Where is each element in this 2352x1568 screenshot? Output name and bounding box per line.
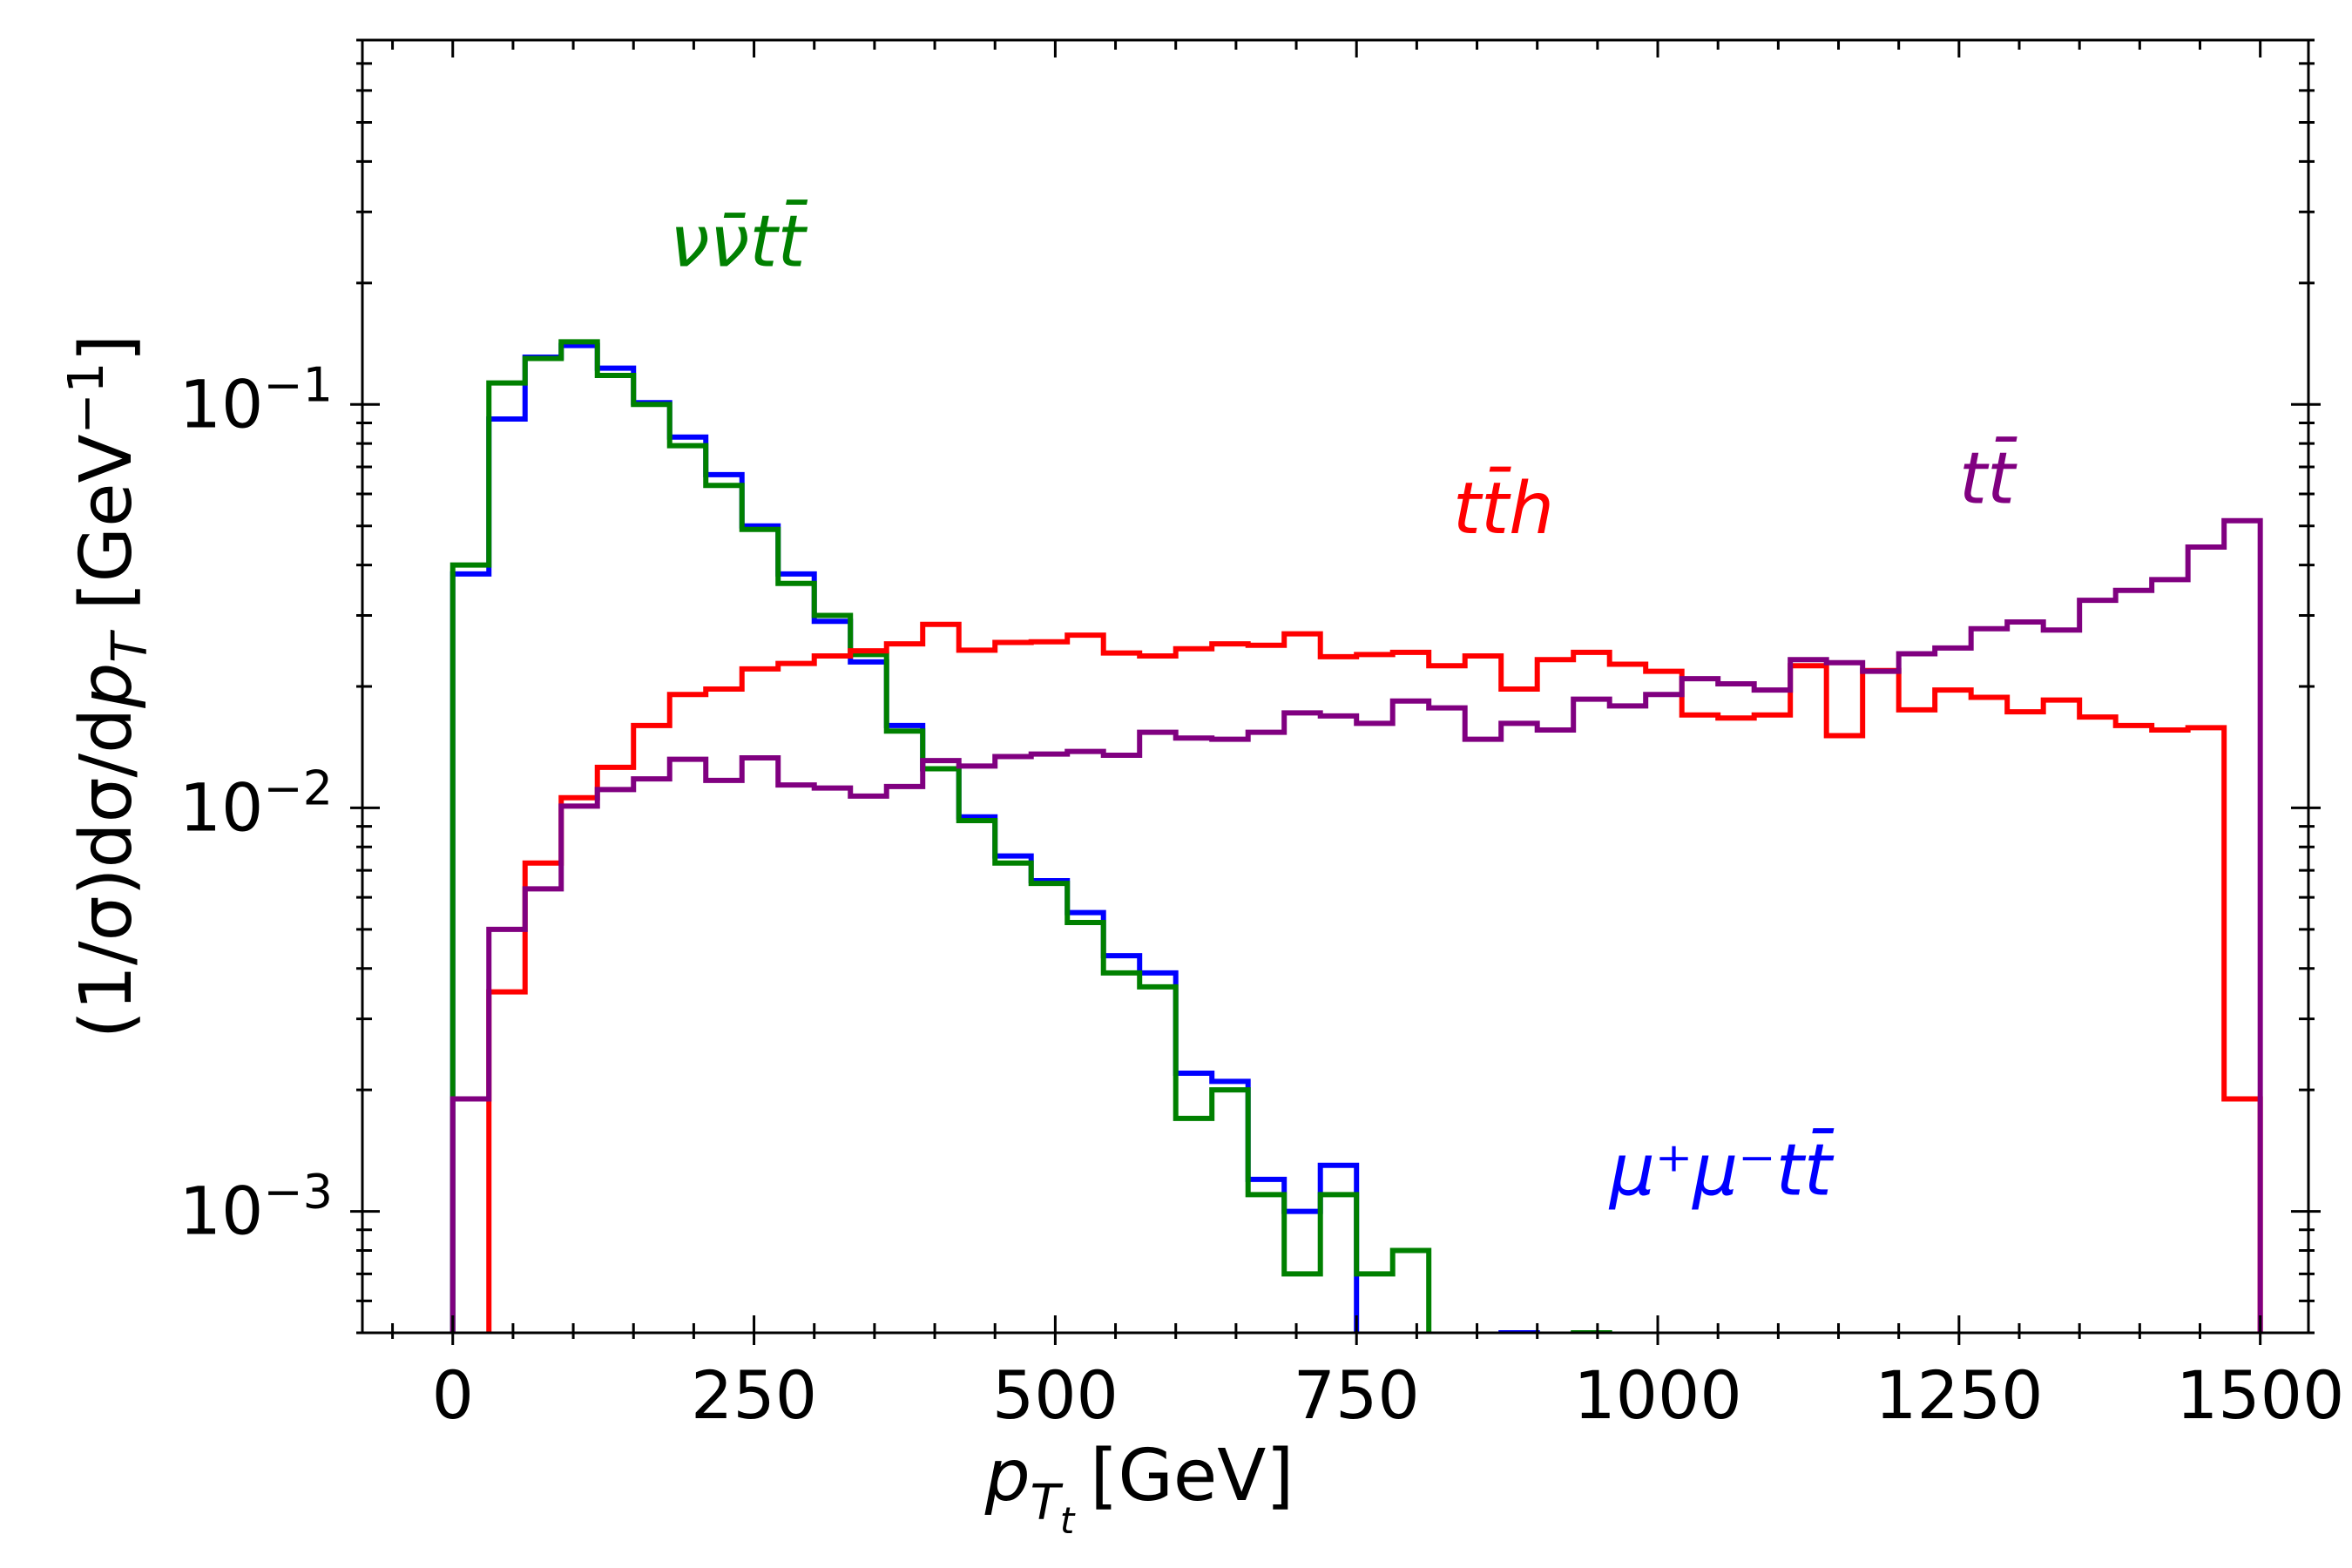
- annotation-layer: νν̄tt̄ tt̄h tt̄ μ⁺μ⁻tt̄: [670, 200, 2018, 1213]
- x-tick-label: 0: [432, 1356, 474, 1434]
- x-tick-label: 1250: [1875, 1356, 2043, 1434]
- x-tick-label: 500: [992, 1356, 1119, 1434]
- x-tick-label: 250: [691, 1356, 817, 1434]
- y-tick-label: 10−1: [179, 357, 333, 443]
- label-layer: 0 250 500 750 1000 1250 1500 10−3 10−2 10−1: [179, 357, 2345, 1434]
- series-line-3: [449, 517, 2263, 1333]
- series-line-2: [486, 621, 2263, 1333]
- plot-frame: [361, 38, 2310, 1335]
- x-tick-label: 1000: [1573, 1356, 1741, 1434]
- series-annotation-3: μ⁺μ⁻tt̄: [1608, 1128, 1835, 1212]
- y-tick-label: 10−3: [179, 1165, 333, 1250]
- tick-layer: [350, 38, 2321, 1345]
- series-layer: [449, 339, 2263, 1333]
- y-tick-label: 10−2: [179, 760, 333, 846]
- series-annotation-1: tt̄h: [1453, 467, 1554, 551]
- x-tick-label: 1500: [2176, 1356, 2344, 1434]
- series-annotation-2: tt̄: [1959, 436, 2018, 520]
- series-line-1: [449, 339, 1612, 1333]
- x-axis-label: pTt[GeV]: [984, 1435, 1294, 1542]
- series-annotation-0: νν̄tt̄: [670, 200, 808, 284]
- y-axis-label: (1/σ)dσ/dpT [GeV−1]: [58, 335, 159, 1038]
- x-tick-label: 750: [1294, 1356, 1420, 1434]
